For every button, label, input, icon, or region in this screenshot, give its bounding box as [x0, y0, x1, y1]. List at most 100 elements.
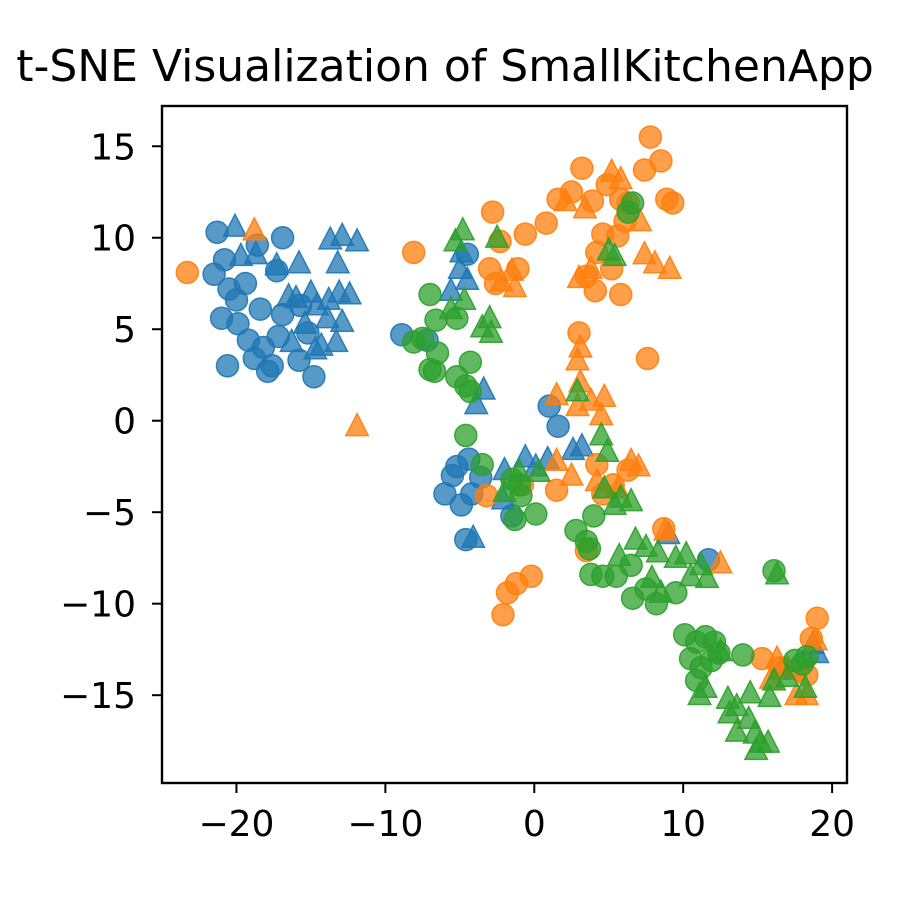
data-point-s2-circle-2	[480, 200, 505, 224]
data-point-s4-circle-46	[795, 644, 819, 669]
data-point-s5-triangle-20	[606, 541, 632, 567]
data-point-s0-circle-14	[248, 297, 273, 321]
data-point-s0-circle-2	[202, 262, 226, 287]
data-point-s4-circle-6	[401, 330, 426, 354]
y-tick-label-5: 10	[90, 219, 136, 260]
data-point-s5-triangle-25	[673, 540, 699, 565]
data-point-s3-triangle-8	[608, 165, 634, 190]
data-point-s4-circle-1	[620, 191, 645, 215]
data-point-s3-triangle-18	[544, 380, 570, 406]
data-point-s2-circle-11	[570, 156, 594, 180]
data-point-s3-triangle-23	[544, 446, 570, 472]
data-point-s0-circle-15	[233, 271, 258, 296]
y-tick-label-4: 5	[113, 310, 136, 351]
data-point-s3-triangle-31	[764, 644, 790, 669]
data-point-s5-triangle-12	[594, 437, 620, 462]
data-point-s5-triangle-37	[716, 699, 742, 724]
data-point-s5-triangle-30	[648, 578, 674, 603]
data-point-s4-circle-14	[470, 452, 494, 477]
data-point-s3-triangle-11	[642, 249, 668, 274]
data-point-s1-triangle-22	[292, 309, 318, 334]
data-point-s3-triangle-26	[626, 452, 652, 477]
x-tick-label-1: −10	[347, 804, 423, 845]
data-point-s1-triangle-16	[286, 249, 312, 274]
data-point-s3-triangle-24	[559, 461, 585, 486]
data-point-s3-triangle-21	[591, 382, 617, 408]
data-point-s1-triangle-19	[344, 227, 370, 252]
data-point-s2-circle-7	[513, 222, 538, 246]
data-point-s2-circle-30	[635, 346, 660, 371]
data-point-s4-circle-13	[458, 379, 483, 404]
data-point-s5-triangle-2	[484, 223, 510, 248]
data-point-s3-triangle-4	[502, 272, 528, 298]
y-tick-label-0: −15	[60, 676, 136, 717]
data-point-s5-triangle-45	[757, 682, 783, 708]
data-point-s1-triangle-34	[569, 432, 595, 457]
y-tick-label-1: −10	[60, 585, 136, 626]
data-point-s4-circle-23	[577, 537, 602, 561]
data-point-s5-triangle-43	[755, 728, 781, 753]
data-point-s2-circle-34	[495, 580, 520, 605]
data-point-s5-triangle-47	[774, 662, 800, 688]
data-point-s5-triangle-33	[687, 681, 713, 706]
data-point-s4-circle-20	[503, 507, 527, 532]
data-point-s1-triangle-21	[279, 327, 305, 353]
data-point-s5-triangle-9	[596, 236, 622, 261]
data-point-s4-circle-10	[458, 350, 483, 374]
y-axis: −15 −10 −5 0 5 10 15	[60, 127, 162, 717]
data-point-s1-triangle-15	[302, 335, 328, 360]
x-tick-label-0: −20	[198, 804, 274, 845]
data-point-s2-circle-18	[632, 158, 657, 182]
data-point-s2-circle-8	[534, 211, 558, 235]
data-point-s5-triangle-36	[737, 679, 763, 704]
data-point-s0-circle-32	[445, 454, 469, 479]
data-point-s2-circle-33	[491, 602, 515, 627]
data-point-s3-triangle-10	[631, 240, 657, 265]
data-point-s5-triangle-46	[764, 560, 790, 585]
data-point-s1-triangle-3	[264, 251, 290, 276]
data-point-s5-triangle-48	[792, 673, 818, 698]
data-point-s5-triangle-39	[724, 717, 750, 742]
plot-frame	[160, 104, 849, 785]
data-point-s4-circle-19	[524, 502, 548, 526]
data-point-s3-triangle-6	[553, 186, 579, 212]
data-point-s5-triangle-31	[707, 637, 733, 662]
data-point-s2-circle-20	[661, 191, 685, 215]
data-point-s3-triangle-13	[578, 254, 604, 279]
data-point-s0-circle-11	[255, 359, 280, 384]
data-point-s2-circle-32	[519, 564, 544, 588]
data-point-s3-triangle-3	[489, 267, 515, 292]
chart-title: t-SNE Visualization of SmallKitchenApp	[16, 41, 874, 92]
data-point-s5-triangle-7	[478, 318, 504, 344]
data-point-s5-triangle-16	[591, 474, 617, 499]
data-point-s3-triangle-30	[707, 549, 733, 574]
data-point-s3-triangle-29	[652, 516, 678, 541]
data-point-s3-triangle-14	[566, 263, 592, 289]
x-tick-label-2: 0	[523, 804, 546, 845]
data-point-s2-circle-1	[401, 240, 426, 265]
data-point-s5-triangle-19	[618, 487, 644, 512]
data-point-s1-triangle-20	[325, 249, 351, 274]
data-point-s5-triangle-4	[451, 285, 477, 311]
data-point-s5-triangle-14	[506, 457, 532, 483]
data-point-s5-triangle-23	[645, 538, 671, 563]
x-tick-label-4: 20	[809, 804, 855, 845]
data-point-s2-circle-28	[608, 282, 633, 307]
data-point-s5-triangle-15	[526, 457, 552, 483]
data-point-s1-triangle-0	[222, 212, 248, 237]
data-point-s4-circle-9	[422, 359, 447, 384]
data-point-s3-triangle-0	[241, 216, 267, 241]
data-point-s2-circle-35	[474, 483, 499, 508]
data-point-s1-triangle-36	[460, 523, 486, 548]
data-point-s5-triangle-27	[678, 562, 704, 587]
y-tick-label-3: 0	[113, 402, 136, 443]
data-point-s1-triangle-12	[314, 304, 340, 329]
data-point-s3-triangle-12	[657, 254, 683, 279]
data-point-s0-circle-20	[302, 365, 326, 389]
data-point-s5-triangle-13	[492, 477, 518, 503]
data-point-s3-triangle-1	[344, 412, 370, 437]
data-point-s2-circle-0	[175, 260, 200, 285]
data-point-s0-circle-0	[205, 220, 229, 245]
